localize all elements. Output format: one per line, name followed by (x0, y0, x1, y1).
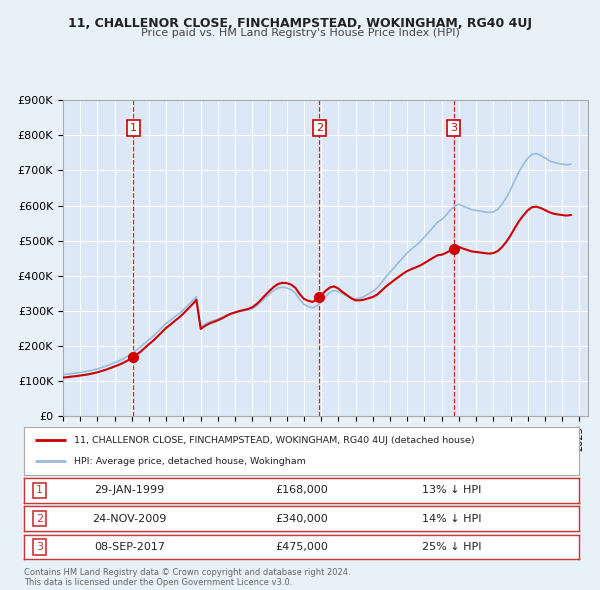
Text: 08-SEP-2017: 08-SEP-2017 (94, 542, 165, 552)
Text: HPI: Average price, detached house, Wokingham: HPI: Average price, detached house, Woki… (74, 457, 306, 466)
Text: Contains HM Land Registry data © Crown copyright and database right 2024.
This d: Contains HM Land Registry data © Crown c… (24, 568, 350, 587)
Text: 11, CHALLENOR CLOSE, FINCHAMPSTEAD, WOKINGHAM, RG40 4UJ: 11, CHALLENOR CLOSE, FINCHAMPSTEAD, WOKI… (68, 17, 532, 30)
Text: 25% ↓ HPI: 25% ↓ HPI (422, 542, 481, 552)
Text: 1: 1 (36, 486, 43, 495)
Text: 1: 1 (130, 123, 137, 133)
Text: 2: 2 (316, 123, 323, 133)
Text: 24-NOV-2009: 24-NOV-2009 (92, 514, 167, 523)
Text: £475,000: £475,000 (275, 542, 328, 552)
Text: 14% ↓ HPI: 14% ↓ HPI (422, 514, 481, 523)
Text: 11, CHALLENOR CLOSE, FINCHAMPSTEAD, WOKINGHAM, RG40 4UJ (detached house): 11, CHALLENOR CLOSE, FINCHAMPSTEAD, WOKI… (74, 435, 475, 445)
Text: 13% ↓ HPI: 13% ↓ HPI (422, 486, 481, 495)
Text: 3: 3 (36, 542, 43, 552)
Text: £168,000: £168,000 (275, 486, 328, 495)
Text: £340,000: £340,000 (275, 514, 328, 523)
Text: 2: 2 (36, 514, 43, 523)
Text: 3: 3 (450, 123, 457, 133)
Text: 29-JAN-1999: 29-JAN-1999 (94, 486, 164, 495)
Text: Price paid vs. HM Land Registry's House Price Index (HPI): Price paid vs. HM Land Registry's House … (140, 28, 460, 38)
